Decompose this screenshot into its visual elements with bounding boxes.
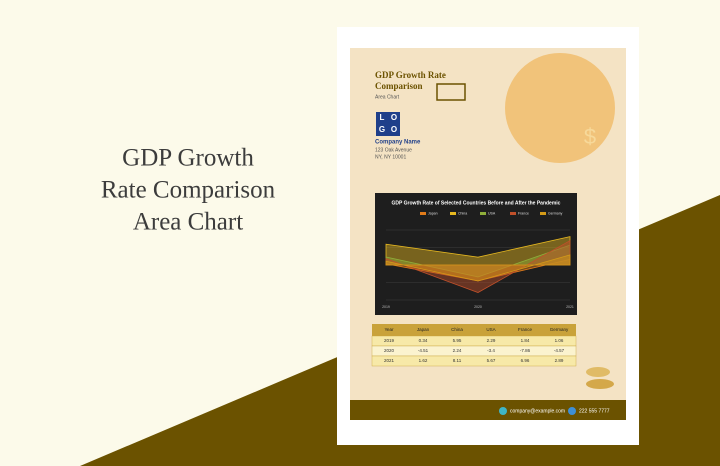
table-header-cell: Germany (550, 327, 569, 332)
table-header-cell: Year (384, 327, 394, 332)
legend-swatch (540, 212, 546, 215)
promo-line: GDP Growth (122, 145, 254, 172)
chart: Japan China USA France Germany 2019 2020 2021 (382, 211, 574, 309)
logo-letter: O (391, 113, 397, 122)
footer-band (350, 400, 626, 420)
table-header-bg (372, 324, 576, 336)
doc-title: GDP Growth Rate (375, 70, 446, 80)
table-cell: 2020 (384, 348, 395, 353)
table-cell: 8.11 (453, 358, 462, 363)
coins-icon (586, 367, 610, 377)
x-tick-label: 2020 (474, 305, 482, 309)
table-cell: 2.89 (555, 358, 564, 363)
table-cell: 2.29 (487, 338, 496, 343)
logo-letter: O (391, 125, 397, 134)
footer-phone: 222 555 7777 (579, 408, 610, 414)
table-cell: 6.96 (521, 358, 530, 363)
legend-label: France (518, 211, 529, 215)
table-header-cell: France (518, 327, 533, 332)
money-icon (436, 83, 466, 101)
table-header-cell: Japan (417, 327, 430, 332)
x-tick-label: 2019 (382, 305, 390, 309)
area (385, 254, 571, 282)
table-cell: -4.51 (418, 348, 429, 353)
dollar-icon: $ (584, 124, 596, 149)
table-row-bg (371, 345, 577, 357)
logo-letter: L (380, 113, 385, 122)
table-cell: 2019 (384, 338, 395, 343)
company-address: NY, NY 10001 (375, 154, 406, 160)
email-icon (499, 407, 507, 415)
table-header-cell: USA (486, 327, 495, 332)
table-cell: 1.06 (555, 338, 564, 343)
legend-label: USA (488, 211, 496, 215)
x-tick-label: 2021 (566, 305, 574, 309)
legend-label: China (458, 211, 467, 215)
legend-label: Germany (548, 211, 563, 215)
logo-letter: G (379, 125, 385, 134)
table-cell: -3.4 (487, 348, 495, 353)
doc-title: Comparison (375, 81, 423, 91)
data-table: Year Japan China USA France Germany 2019 0.34 5.… (371, 324, 577, 367)
chart-title: GDP Growth Rate of Selected Countries Be… (392, 200, 561, 206)
logo-box (376, 112, 400, 136)
company-address: 123 Oak Avenue (375, 147, 412, 153)
coins-icon (586, 379, 614, 389)
doc-subtitle: Area Chart (375, 94, 400, 100)
table-cell: -4.57 (554, 348, 565, 353)
table-row-bg (371, 355, 577, 367)
table-cell: 0.34 (419, 338, 428, 343)
legend-label: Japan (428, 211, 438, 215)
table-cell: 5.67 (487, 358, 496, 363)
table-cell: 1.62 (419, 358, 428, 363)
table-cell: -7.86 (520, 348, 531, 353)
legend-swatch (510, 212, 516, 215)
table-header-cell: China (451, 327, 463, 332)
table-cell: 1.84 (521, 338, 530, 343)
promo-line: Rate Comparison (101, 177, 276, 204)
promo-line: Area Chart (133, 209, 243, 236)
table-cell: 5.95 (453, 338, 462, 343)
table-row-bg (371, 335, 577, 347)
legend-swatch (420, 212, 426, 215)
phone-icon (568, 407, 576, 415)
globe-icon (505, 53, 615, 163)
table-cell: 2.24 (453, 348, 462, 353)
legend-swatch (480, 212, 486, 215)
footer-email: company@example.com (510, 408, 565, 414)
legend-swatch (450, 212, 456, 215)
promo-title: GDP Growth Rate Comparison Area Chart (101, 145, 276, 236)
company-name: Company Name (375, 140, 421, 146)
table-cell: 2021 (384, 358, 395, 363)
